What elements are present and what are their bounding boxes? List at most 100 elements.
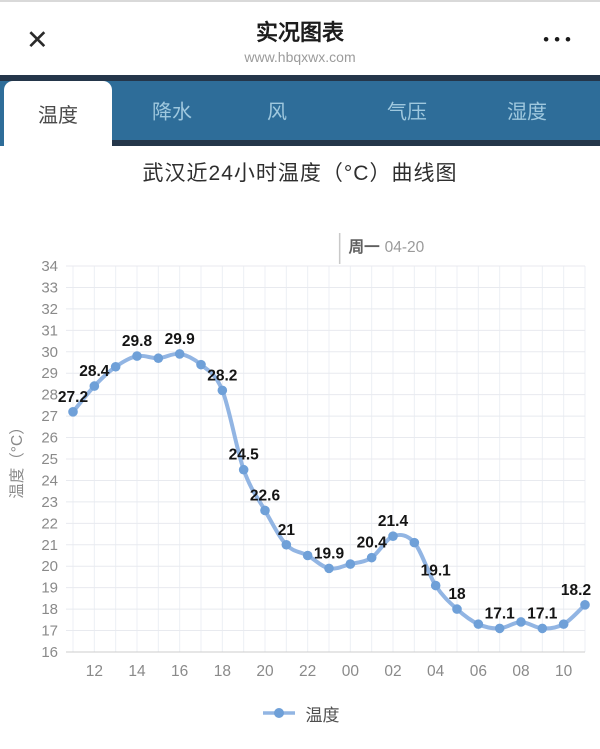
svg-text:18: 18 (41, 601, 58, 618)
data-point[interactable] (409, 537, 420, 548)
value-label: 17.1 (527, 605, 558, 622)
data-point[interactable] (217, 385, 228, 396)
svg-text:02: 02 (384, 663, 401, 680)
value-label: 21.4 (378, 513, 409, 530)
tab-bar-bottom-edge (112, 140, 600, 146)
value-label: 27.2 (58, 389, 88, 406)
temperature-line-chart[interactable]: 16 17 18 19 20 21 22 23 24 25 26 27 28 29 30 31 32 33 34 12… (0, 198, 600, 698)
svg-text:18: 18 (214, 663, 231, 680)
y-axis-labels: 16 17 18 19 20 21 22 23 24 25 26 27 28 29 30 31 32 33 34 (41, 258, 58, 661)
value-label: 20.4 (357, 535, 388, 552)
data-point[interactable] (580, 600, 590, 610)
data-point[interactable] (260, 505, 270, 516)
tab-temperature[interactable]: 温度 (4, 81, 112, 146)
svg-text:33: 33 (41, 279, 58, 296)
data-point[interactable] (68, 407, 78, 417)
svg-text:27: 27 (41, 408, 58, 425)
svg-text:29: 29 (41, 365, 58, 382)
value-label: 28.2 (207, 367, 237, 384)
tab-pressure[interactable]: 气压 (387, 101, 427, 124)
svg-text:00: 00 (342, 663, 360, 680)
page-subtitle: www.hbqxwx.com (244, 49, 356, 65)
data-point[interactable] (388, 531, 398, 541)
svg-text:34: 34 (41, 258, 58, 275)
more-button[interactable]: ••• (539, 26, 580, 54)
svg-text:08: 08 (512, 663, 529, 680)
close-icon: ✕ (26, 25, 49, 55)
svg-text:04: 04 (427, 663, 445, 680)
x-axis-labels: 12 14 16 18 20 22 00 02 04 06 08 10 (86, 663, 573, 680)
svg-text:20: 20 (41, 558, 58, 575)
tab-precipitation[interactable]: 降水 (152, 101, 192, 124)
data-point[interactable] (494, 623, 505, 634)
value-label: 18.2 (561, 582, 591, 599)
temperature-series (68, 349, 590, 634)
data-point[interactable] (516, 617, 526, 627)
header-divider (0, 75, 600, 81)
legend-line-marker-icon (262, 708, 295, 718)
value-label: 28.4 (79, 363, 110, 380)
data-point[interactable] (345, 559, 356, 569)
data-point[interactable] (153, 353, 164, 364)
svg-text:22: 22 (299, 663, 316, 680)
data-point[interactable] (324, 563, 334, 574)
value-label: 29.8 (122, 333, 153, 350)
data-point[interactable] (452, 604, 462, 614)
svg-text:16: 16 (171, 663, 188, 680)
grid (66, 265, 586, 653)
data-point[interactable] (281, 539, 292, 550)
svg-text:23: 23 (41, 494, 58, 511)
svg-text:14: 14 (128, 663, 146, 680)
value-label: 24.5 (229, 447, 260, 464)
svg-text:20: 20 (256, 663, 274, 680)
y-axis-title: 温度（°C） (8, 419, 26, 498)
svg-text:24: 24 (41, 472, 58, 489)
data-point[interactable] (238, 464, 249, 475)
page-title: 实况图表 (255, 20, 344, 45)
svg-text:10: 10 (555, 663, 573, 680)
legend[interactable]: 温度 (0, 698, 600, 728)
data-point[interactable] (473, 619, 484, 629)
data-point[interactable] (174, 349, 185, 359)
svg-text:28: 28 (41, 387, 58, 404)
data-point[interactable] (196, 359, 206, 370)
tab-wind[interactable]: 风 (267, 101, 287, 124)
close-button[interactable]: ✕ (22, 22, 53, 58)
value-label: 17.1 (485, 605, 516, 622)
data-point[interactable] (537, 623, 548, 634)
data-point[interactable] (302, 550, 313, 561)
svg-text:25: 25 (41, 451, 58, 468)
svg-text:32: 32 (41, 301, 58, 318)
tab-humidity[interactable]: 湿度 (507, 101, 547, 124)
value-label: 29.9 (165, 331, 196, 348)
value-labels: 27.2 28.4 29.8 29.9 28.2 24.5 22.6 21 19.9 20.4 21… (58, 331, 591, 622)
data-point[interactable] (132, 351, 142, 361)
tab-bar: 温度 降水 风 气压 湿度 (0, 81, 600, 146)
value-label: 19.1 (421, 563, 452, 580)
more-menu-icon: ••• (543, 30, 576, 49)
data-point[interactable] (89, 381, 100, 391)
svg-text:16: 16 (41, 644, 58, 661)
svg-text:19: 19 (41, 580, 58, 597)
value-label: 19.9 (314, 545, 345, 562)
day-marker: 周一 04-20 (338, 233, 425, 264)
svg-text:06: 06 (470, 663, 487, 680)
data-point[interactable] (558, 619, 569, 629)
data-point[interactable] (430, 580, 441, 591)
value-label: 21 (278, 522, 296, 539)
svg-text:周一: 周一 (349, 238, 381, 256)
data-point[interactable] (110, 361, 121, 372)
svg-text:04-20: 04-20 (385, 239, 425, 256)
svg-text:12: 12 (86, 663, 103, 680)
legend-label: 温度 (305, 705, 340, 725)
svg-text:22: 22 (41, 515, 58, 532)
svg-text:31: 31 (41, 322, 58, 339)
header: ✕ 实况图表 www.hbqxwx.com ••• (0, 2, 600, 75)
svg-text:26: 26 (41, 430, 58, 447)
value-label: 22.6 (250, 487, 281, 504)
svg-text:21: 21 (41, 537, 58, 554)
data-point[interactable] (366, 552, 377, 563)
svg-text:17: 17 (41, 623, 58, 640)
value-label: 18 (448, 586, 466, 603)
